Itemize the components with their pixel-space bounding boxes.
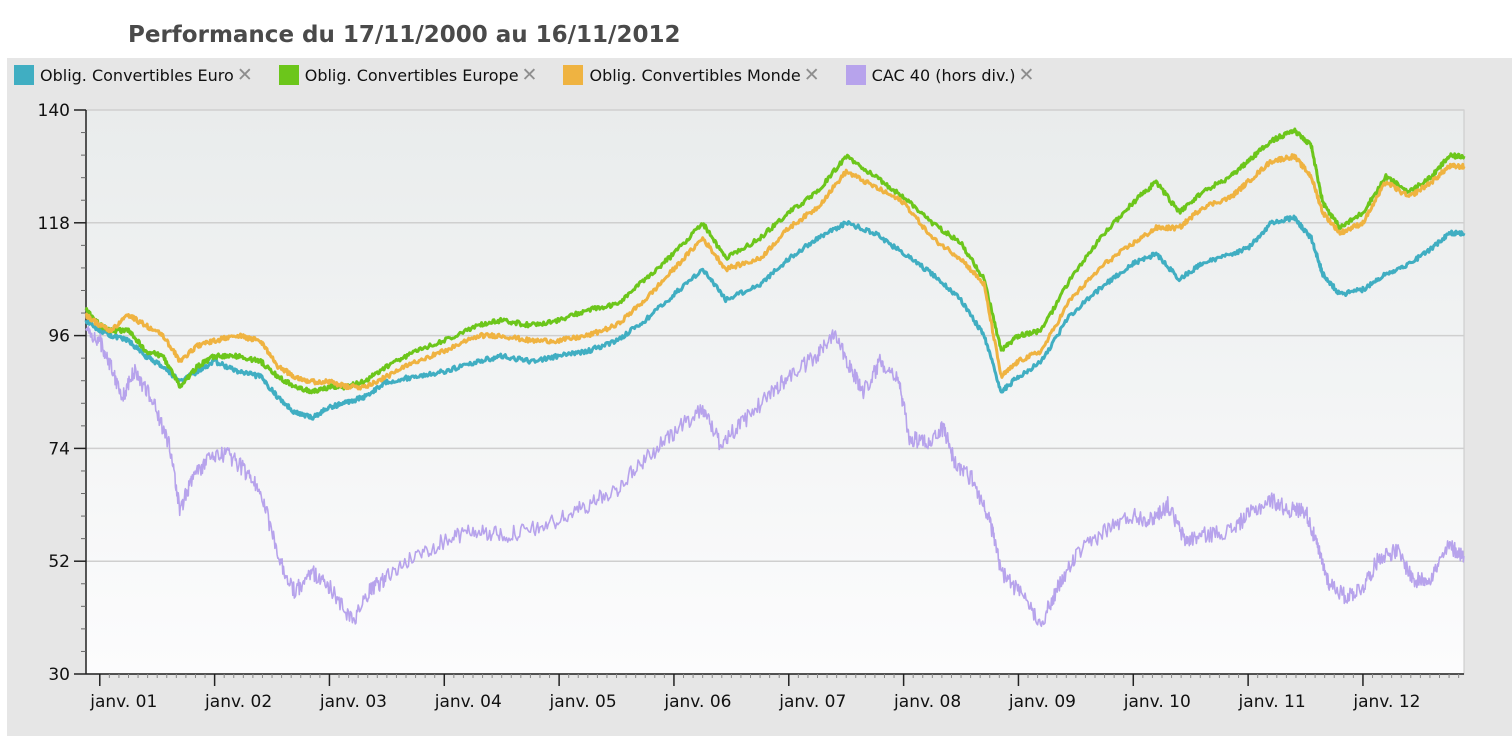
y-tick-label: 140 — [38, 101, 70, 121]
close-icon[interactable]: ✕ — [803, 63, 820, 86]
series-line-1 — [84, 214, 1466, 421]
close-icon[interactable]: ✕ — [521, 63, 538, 86]
series-line-3 — [84, 153, 1466, 391]
x-tick-label: janv. 08 — [893, 692, 961, 712]
x-tick-label: janv. 06 — [663, 692, 731, 712]
legend-item-1[interactable]: Oblig. Convertibles Euro ✕ — [14, 65, 253, 85]
legend-item-2[interactable]: Oblig. Convertibles Europe ✕ — [278, 63, 538, 86]
y-tick-label: 96 — [48, 327, 70, 347]
legend-item-3[interactable]: Oblig. Convertibles Monde ✕ — [563, 63, 820, 86]
legend-label: Oblig. Convertibles Monde — [589, 65, 801, 85]
x-tick-label: janv. 07 — [778, 692, 846, 712]
legend-swatch — [563, 65, 584, 85]
legend-label: Oblig. Convertibles Europe — [304, 65, 519, 85]
legend-label: Oblig. Convertibles Euro — [40, 65, 234, 85]
series-line-2 — [84, 127, 1466, 395]
x-tick-label: janv. 03 — [319, 692, 387, 712]
x-tick-label: janv. 12 — [1352, 692, 1420, 712]
legend-label: CAC 40 (hors div.) — [871, 65, 1016, 85]
x-tick-label: janv. 05 — [549, 692, 617, 712]
legend-swatch — [278, 65, 299, 85]
x-axis: janv. 01 janv. 02 janv. 03 janv. 04 janv. 05… — [86, 673, 1464, 712]
y-tick-label: 52 — [48, 552, 70, 572]
legend-swatch — [845, 65, 866, 85]
chart-title: Performance du 17/11/2000 au 16/11/2012 — [128, 22, 681, 48]
chart-legend: Oblig. Convertibles Euro ✕ Oblig. Converti… — [14, 61, 1060, 89]
x-tick-label: janv. 10 — [1123, 692, 1191, 712]
x-tick-label: janv. 04 — [434, 692, 502, 712]
x-tick-label: janv. 02 — [204, 692, 272, 712]
x-tick-label: janv. 09 — [1008, 692, 1076, 712]
y-tick-label: 74 — [48, 439, 70, 459]
x-tick-label: janv. 11 — [1238, 692, 1306, 712]
y-axis: 30 52 74 96 118 140 — [38, 101, 87, 685]
legend-swatch — [14, 65, 34, 85]
close-icon[interactable]: ✕ — [236, 63, 253, 86]
close-icon[interactable]: ✕ — [1018, 63, 1035, 86]
y-tick-label: 118 — [38, 214, 70, 234]
series-line-4 — [85, 325, 1465, 628]
legend-item-4[interactable]: CAC 40 (hors div.) ✕ — [845, 63, 1035, 86]
y-tick-label: 30 — [48, 665, 70, 685]
series-lines — [84, 127, 1466, 628]
x-tick-label: janv. 01 — [89, 692, 157, 712]
